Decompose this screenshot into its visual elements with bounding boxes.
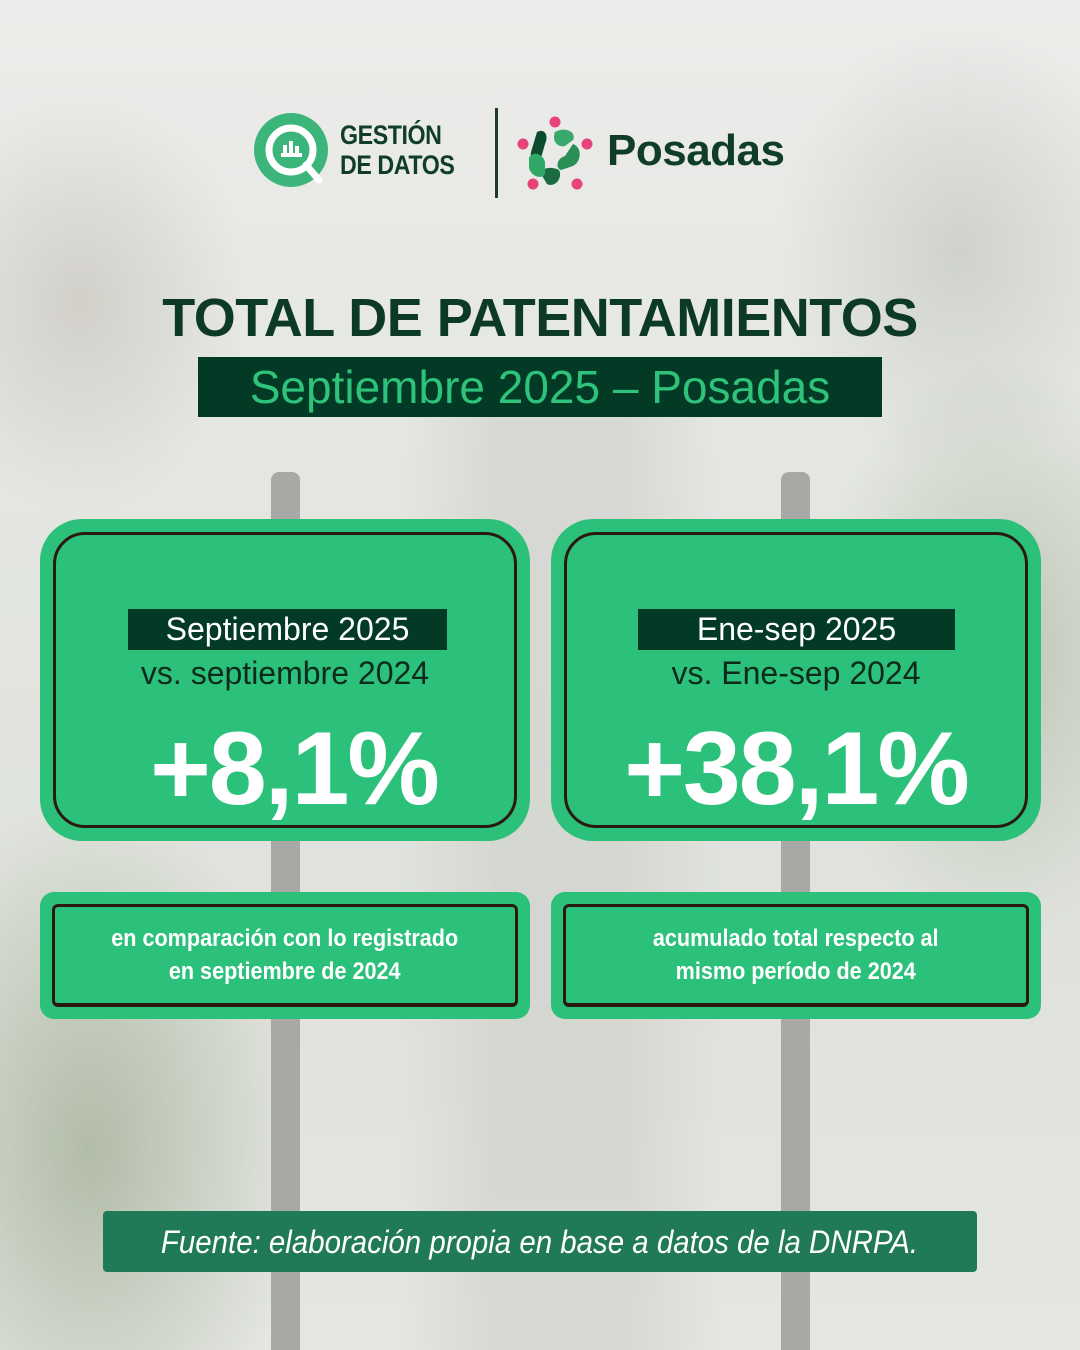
note-line-1: acumulado total respecto al	[653, 925, 939, 952]
note-text: en comparación con lo registrado en sept…	[112, 922, 459, 988]
sign-period-tag: Ene-sep 2025	[638, 609, 955, 650]
note-border: en comparación con lo registrado en sept…	[52, 904, 518, 1007]
logo-divider	[495, 108, 498, 198]
note-line-2: mismo período de 2024	[675, 958, 917, 985]
sign-percent-value: +38,1%	[624, 711, 970, 827]
posadas-star-people-icon	[517, 116, 593, 190]
page-subtitle: Septiembre 2025 – Posadas	[198, 357, 882, 417]
gestion-de-datos-wordmark: GESTIÓN DE DATOS	[340, 120, 455, 180]
sign-monthly-comparison: Septiembre 2025 vs. septiembre 2024 +8,1…	[40, 519, 530, 841]
sign-comparison-label: vs. Ene-sep 2024	[671, 655, 921, 691]
note-line-2: en septiembre de 2024	[169, 958, 401, 985]
source-text: Fuente: elaboración propia en base a dat…	[161, 1223, 919, 1260]
gestion-text: GESTIÓN	[340, 120, 442, 150]
sign-period-tag: Septiembre 2025	[128, 609, 447, 650]
sign-ytd-comparison: Ene-sep 2025 vs. Ene-sep 2024 +38,1%	[551, 519, 1041, 841]
note-border: acumulado total respecto al mismo períod…	[563, 904, 1029, 1007]
sign-percent-value: +8,1%	[150, 711, 440, 827]
note-monthly: en comparación con lo registrado en sept…	[40, 892, 530, 1019]
de-datos-text: DE DATOS	[340, 150, 455, 180]
sign-border	[53, 532, 517, 828]
note-ytd: acumulado total respecto al mismo períod…	[551, 892, 1041, 1019]
note-line-1: en comparación con lo registrado	[111, 925, 459, 952]
sign-border	[564, 532, 1028, 828]
header-logos: GESTIÓN DE DATOS Posadas	[0, 108, 1080, 198]
page-title: TOTAL DE PATENTAMIENTOS	[162, 288, 918, 348]
posadas-wordmark: Posadas	[607, 126, 785, 175]
source-banner: Fuente: elaboración propia en base a dat…	[103, 1211, 977, 1272]
sign-comparison-label: vs. septiembre 2024	[140, 655, 430, 691]
magnifier-bar-chart-icon	[254, 113, 328, 187]
note-text: acumulado total respecto al mismo períod…	[653, 922, 939, 988]
